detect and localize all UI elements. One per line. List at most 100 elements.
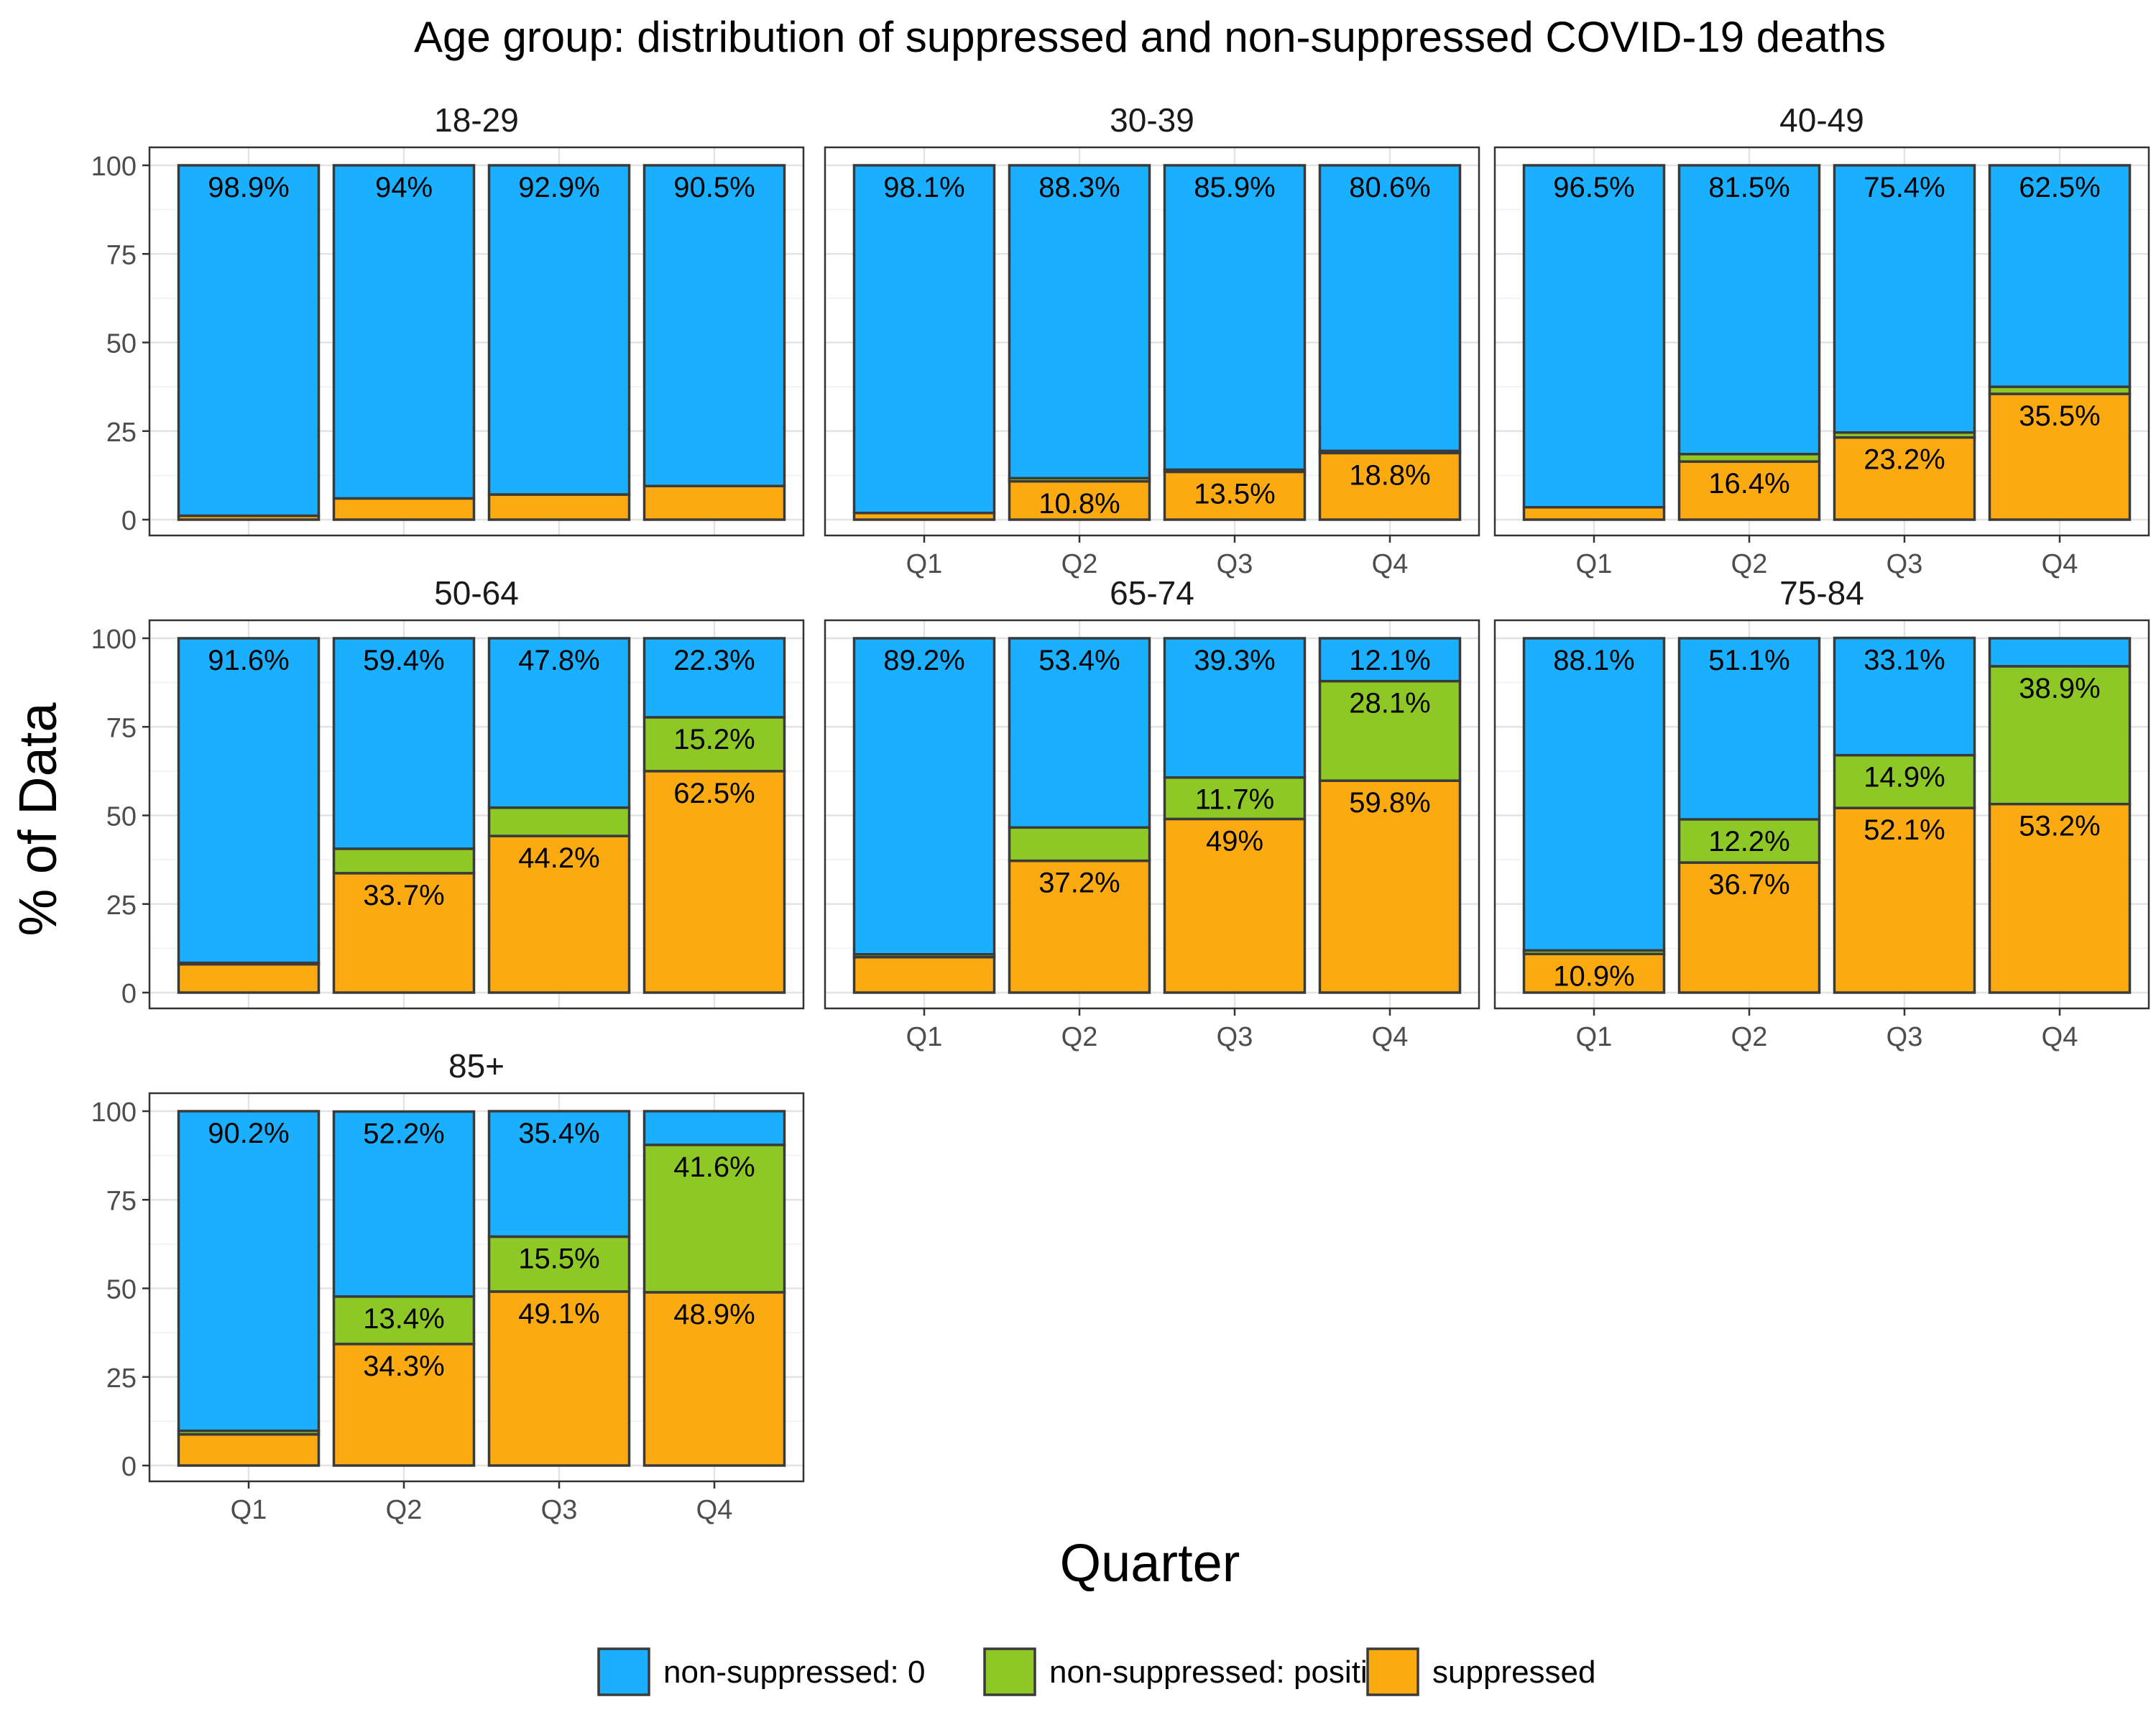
data-label: 13.4% <box>363 1303 444 1335</box>
bar-segment-non0 <box>332 1110 476 1298</box>
y-tick-label: 75 <box>106 713 137 743</box>
data-label: 62.5% <box>2019 172 2100 203</box>
bar-segment-non0 <box>1833 636 1976 757</box>
facet-title: 75-84 <box>1779 574 1864 612</box>
bar-segment-sup <box>177 1432 321 1467</box>
data-label: 12.2% <box>1708 826 1789 857</box>
bar-segment-sup <box>1988 802 2132 994</box>
chart-title: Age group: distribution of suppressed an… <box>414 13 1886 61</box>
data-label: 51.1% <box>1708 645 1789 676</box>
facet-title: 85+ <box>448 1047 505 1085</box>
bar-segment-sup <box>487 834 631 994</box>
panel-border <box>1493 146 2150 537</box>
bar-segment-pos <box>487 806 631 837</box>
x-tick-label: Q4 <box>1372 1022 1409 1052</box>
bar-segment-non0 <box>1988 637 2132 668</box>
y-tick-label: 25 <box>106 418 137 448</box>
bar-segment-non0 <box>1988 164 2132 388</box>
x-tick-label: Q1 <box>231 1495 267 1525</box>
bar-segment-non0 <box>1522 637 1666 952</box>
y-axis-title: % of Data <box>8 702 68 937</box>
bar-segment-non0 <box>642 1110 786 1146</box>
data-label: 98.9% <box>208 172 289 203</box>
data-label: 15.2% <box>673 724 755 755</box>
bar-segment-sup <box>1008 480 1151 521</box>
bar-segment-sup <box>487 1290 631 1467</box>
data-label: 47.8% <box>518 645 599 676</box>
bar-segment-sup <box>1522 505 1666 521</box>
facet-title: 65-74 <box>1110 574 1194 612</box>
data-label: 88.3% <box>1038 172 1120 203</box>
y-tick-label: 75 <box>106 240 137 270</box>
data-label: 35.5% <box>2019 400 2100 432</box>
y-tick-label: 50 <box>106 1275 137 1305</box>
legend-label: non-suppressed: 0 <box>663 1655 925 1690</box>
bar-segment-sup <box>642 484 786 521</box>
x-tick-label: Q2 <box>1061 1022 1098 1052</box>
legend-swatch <box>1366 1647 1419 1696</box>
y-tick-label: 25 <box>106 1363 137 1394</box>
bar-segment-sup <box>332 872 476 994</box>
data-label: 28.1% <box>1349 688 1430 719</box>
bar-segment-non0 <box>852 637 996 956</box>
data-label: 88.1% <box>1553 645 1634 676</box>
bar-segment-non0 <box>1677 637 1821 821</box>
bar-segment-sup <box>1318 451 1462 521</box>
bar-segment-non0 <box>642 164 786 487</box>
facet-panel-18-29: 18-29 0 25 50 75 100 98.9% 94% 92.9% 90.5% <box>91 101 805 537</box>
data-label: 41.6% <box>673 1151 755 1183</box>
data-label: 14.9% <box>1864 762 1945 794</box>
data-label: 15.5% <box>518 1243 599 1275</box>
data-label: 59.8% <box>1349 787 1430 819</box>
facet-title: 40-49 <box>1779 101 1864 139</box>
bar-segment-non0 <box>177 1110 321 1432</box>
data-label: 44.2% <box>518 842 599 874</box>
facet-panel-75-84: 75-84 10.9% 88.1% Q1 36.7% 12.2% 51.1% Q2 52.1% 1… <box>1493 574 2150 1052</box>
y-tick-label: 50 <box>106 329 137 359</box>
x-tick-label: Q2 <box>1731 1022 1768 1052</box>
data-label: 80.6% <box>1349 172 1430 203</box>
facet-panel-65-74: 65-74 89.2% Q1 37.2% 53.4% Q2 49% 11.7% 39.3% Q3 5… <box>824 574 1480 1052</box>
bar-segment-sup <box>1988 392 2132 521</box>
x-tick-label: Q3 <box>1886 549 1923 579</box>
legend-swatch <box>983 1647 1036 1696</box>
data-label: 49.1% <box>518 1298 599 1330</box>
data-label: 10.8% <box>1038 488 1120 520</box>
panel-border <box>824 146 1480 537</box>
x-tick-label: Q3 <box>1886 1022 1923 1052</box>
bar-segment-non0 <box>852 164 996 515</box>
facet-panels: 18-29 0 25 50 75 100 98.9% 94% 92.9% 90.5% 30-39 98… <box>91 101 2150 1525</box>
data-label: 75.4% <box>1864 172 1945 203</box>
data-label: 52.1% <box>1864 814 1945 846</box>
legend-item-sup: suppressed <box>1366 1647 1595 1696</box>
facet-title: 18-29 <box>434 101 519 139</box>
x-tick-label: Q2 <box>1061 549 1098 579</box>
facet-panel-30-39: 30-39 98.1% Q1 10.8% 88.3% Q2 13.5% 85.9% Q3 18.8… <box>824 101 1480 579</box>
data-label: 53.4% <box>1038 645 1120 676</box>
data-label: 90.5% <box>673 172 755 203</box>
bar-segment-non0 <box>1008 164 1151 480</box>
bar-segment-non0 <box>487 164 631 496</box>
data-label: 39.3% <box>1194 645 1275 676</box>
y-tick-label: 75 <box>106 1186 137 1216</box>
x-tick-label: Q4 <box>2042 549 2078 579</box>
facet-title: 30-39 <box>1110 101 1194 139</box>
data-label: 98.1% <box>883 172 964 203</box>
legend: non-suppressed: 0 non-suppressed: positiv… <box>597 1647 1595 1696</box>
bar-segment-sup <box>642 770 786 994</box>
bar-segment-sup <box>1677 460 1821 521</box>
data-label: 48.9% <box>673 1299 755 1330</box>
legend-label: suppressed <box>1432 1655 1595 1690</box>
facet-title: 50-64 <box>434 574 519 612</box>
legend-label: non-suppressed: positive <box>1049 1655 1401 1690</box>
data-label: 36.7% <box>1708 869 1789 901</box>
bar-segment-sup <box>177 962 321 994</box>
bar-segment-non0 <box>177 637 321 965</box>
bar-segment-pos <box>642 716 786 773</box>
data-label: 10.9% <box>1553 960 1634 992</box>
bar-segment-sup <box>1677 861 1821 994</box>
data-label: 62.5% <box>673 778 755 809</box>
data-label: 16.4% <box>1708 468 1789 500</box>
bar-segment-pos <box>1677 818 1821 864</box>
